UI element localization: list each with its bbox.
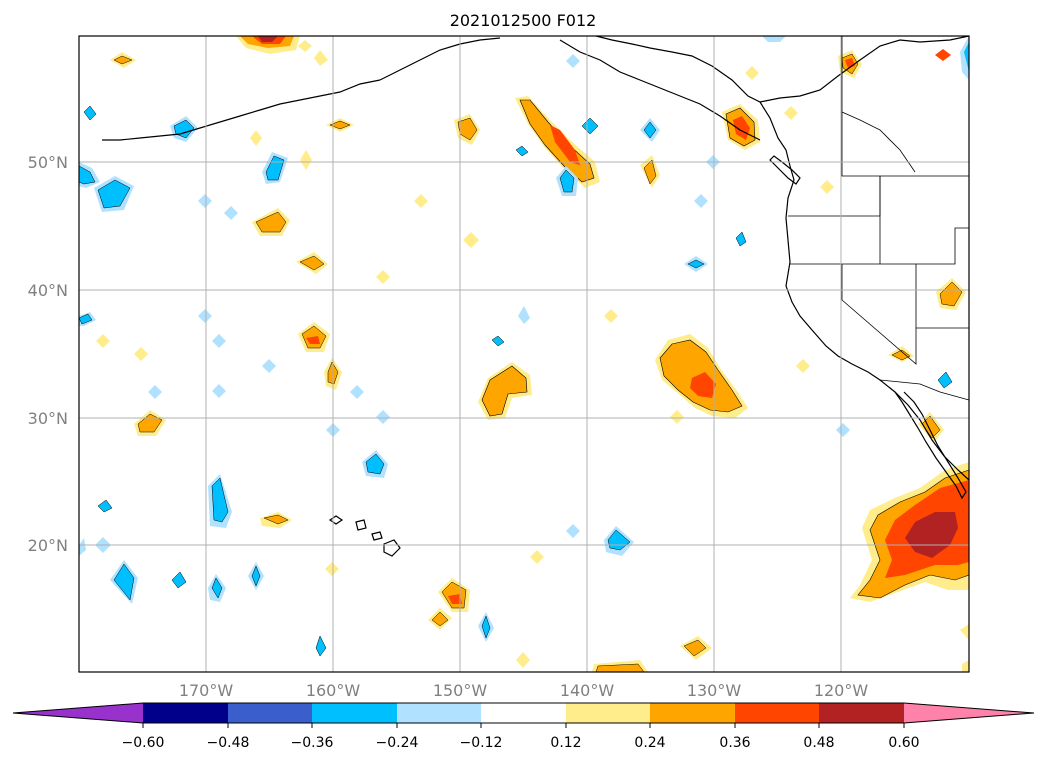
map-area <box>78 35 970 673</box>
colorbar-ticks <box>142 723 905 728</box>
colorbar-segment-8 <box>735 703 819 723</box>
colorbar-segment-9 <box>819 703 904 723</box>
colorbar-tick-label: −0.24 <box>376 735 419 751</box>
lat-label-20n: 20°N <box>28 536 68 555</box>
lon-label-150w: 150°W <box>433 681 488 700</box>
colorbar-tick-label: 0.36 <box>719 735 750 751</box>
colorbar-tick-label: 0.24 <box>634 735 665 751</box>
colorbar: −0.60 −0.48 −0.36 −0.24 −0.12 0.12 0.24 … <box>12 702 1035 751</box>
colorbar-tick-label: 0.60 <box>888 735 919 751</box>
colorbar-segment-5 <box>481 703 566 723</box>
lon-label-120w: 120°W <box>814 681 869 700</box>
gridlines <box>79 36 969 672</box>
colorbar-segment-1 <box>143 703 228 723</box>
colorbar-segment-7 <box>650 703 735 723</box>
positive-contours <box>96 36 970 673</box>
political-borders <box>788 36 970 401</box>
colorbar-segment-3 <box>312 703 397 723</box>
colorbar-tick-label: −0.48 <box>207 735 250 751</box>
negative-contours <box>78 36 969 657</box>
colorbar-tick-label: 0.12 <box>550 735 581 751</box>
colorbar-segment-6 <box>566 703 650 723</box>
colorbar-tick-label: −0.36 <box>291 735 334 751</box>
latitude-labels: 50°N 40°N 30°N 20°N <box>28 153 68 555</box>
map-frame <box>78 35 970 673</box>
colorbar-tick-label: −0.60 <box>122 735 165 751</box>
colorbar-tick-label: −0.12 <box>460 735 503 751</box>
lon-label-140w: 140°W <box>560 681 615 700</box>
lon-label-160w: 160°W <box>306 681 361 700</box>
lon-label-170w: 170°W <box>179 681 234 700</box>
map-title: 2021012500 F012 <box>450 11 597 30</box>
longitude-labels: 170°W 160°W 150°W 140°W 130°W 120°W <box>179 681 869 700</box>
colorbar-segment-0 <box>13 703 143 723</box>
colorbar-segment-10 <box>904 703 1034 723</box>
colorbar-tick-label: 0.48 <box>803 735 834 751</box>
colorbar-segment-2 <box>228 703 312 723</box>
lat-label-30n: 30°N <box>28 409 68 428</box>
lon-label-130w: 130°W <box>687 681 742 700</box>
lat-label-40n: 40°N <box>28 281 68 300</box>
colorbar-segment-4 <box>397 703 481 723</box>
lat-label-50n: 50°N <box>28 153 68 172</box>
